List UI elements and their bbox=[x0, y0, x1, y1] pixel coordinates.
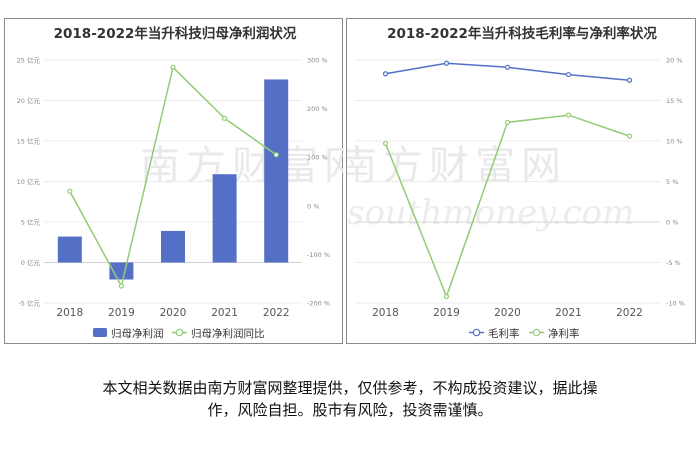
data-point bbox=[443, 60, 450, 66]
y-right-tick-label: 5 % bbox=[666, 178, 678, 186]
y-left-tick-label: 10 亿元 bbox=[17, 177, 41, 186]
data-point bbox=[565, 112, 572, 118]
data-point bbox=[170, 64, 176, 70]
margin-chart-panel: 2018-2022年当升科技毛利率与净利率状况 南方财富网 southmoney… bbox=[346, 18, 696, 344]
y-right-tick-label: -10 % bbox=[666, 300, 685, 308]
data-point bbox=[443, 293, 450, 300]
x-tick-label: 2019 bbox=[433, 307, 460, 319]
data-point bbox=[273, 152, 279, 158]
legend-marker bbox=[472, 328, 481, 337]
net-profit-chart-panel: 2018-2022年当升科技归母净利润状况 南方财富网 -5 亿元 0 亿元 5 亿… bbox=[4, 18, 344, 344]
margin-chart: 2018-2022年当升科技毛利率与净利率状况 南方财富网 southmoney… bbox=[347, 25, 685, 340]
data-point bbox=[118, 283, 125, 289]
legend-label: 归母净利润同比 bbox=[191, 327, 265, 340]
y-right-tick-label: 200 % bbox=[307, 105, 328, 113]
legend-label: 毛利率 bbox=[488, 327, 520, 340]
data-point bbox=[382, 140, 389, 147]
legend-marker bbox=[175, 328, 184, 337]
y-right-tick-label: 20 % bbox=[666, 57, 683, 65]
y-left-tick-label: 25 亿元 bbox=[17, 56, 41, 65]
watermark-url: southmoney.com bbox=[347, 193, 634, 233]
x-tick-label: 2018 bbox=[372, 307, 399, 319]
net-profit-chart: 2018-2022年当升科技归母净利润状况 南方财富网 -5 亿元 0 亿元 5 亿… bbox=[17, 25, 344, 340]
x-tick-label: 2019 bbox=[108, 307, 135, 319]
bar bbox=[212, 174, 237, 263]
y-right-tick-label: -100 % bbox=[307, 251, 330, 259]
data-point bbox=[382, 71, 389, 77]
data-point bbox=[504, 64, 511, 70]
y-right-tick-label: 0 % bbox=[307, 202, 319, 210]
legend-swatch-bar bbox=[93, 328, 107, 337]
x-tick-label: 2022 bbox=[616, 307, 643, 319]
x-tick-label: 2018 bbox=[56, 307, 83, 319]
y-left-tick-label: -5 亿元 bbox=[18, 299, 40, 308]
data-point bbox=[626, 133, 633, 139]
x-tick-label: 2022 bbox=[263, 307, 290, 319]
x-tick-label: 2020 bbox=[494, 307, 521, 319]
x-tick-label: 2021 bbox=[211, 307, 238, 319]
y-right-tick-label: 100 % bbox=[307, 154, 328, 162]
y-left-tick-label: 20 亿元 bbox=[17, 96, 41, 105]
bar bbox=[161, 230, 185, 263]
watermark-text: 南方财富网 bbox=[140, 143, 344, 189]
y-right-tick-label: -5 % bbox=[666, 259, 681, 267]
watermark-text: 南方财富网 bbox=[347, 143, 567, 189]
y-left-tick-label: 0 亿元 bbox=[21, 258, 41, 267]
y-right-tick-label: 300 % bbox=[307, 57, 328, 65]
data-point bbox=[504, 119, 511, 125]
disclaimer-line: 作，风险自担。股市有风险，投资需谨慎。 bbox=[207, 401, 493, 419]
disclaimer: 本文相关数据由南方财富网整理提供，仅供参考，不构成投资建议，据此操 作，风险自担… bbox=[0, 377, 700, 421]
y-right-tick-label: 10 % bbox=[666, 138, 683, 146]
bar bbox=[57, 236, 82, 263]
y-left-tick-label: 15 亿元 bbox=[17, 137, 41, 146]
data-point bbox=[67, 188, 73, 194]
data-point bbox=[626, 77, 633, 83]
y-right-tick-label: 0 % bbox=[666, 219, 678, 227]
legend-label: 归母净利润 bbox=[111, 327, 164, 340]
y-right-tick-label: 15 % bbox=[666, 97, 683, 105]
x-tick-label: 2021 bbox=[555, 307, 582, 319]
chart-title: 2018-2022年当升科技毛利率与净利率状况 bbox=[387, 25, 657, 42]
y-left-tick-label: 5 亿元 bbox=[21, 218, 41, 227]
x-tick-label: 2020 bbox=[160, 307, 187, 319]
chart-title: 2018-2022年当升科技归母净利润状况 bbox=[54, 25, 297, 42]
data-point bbox=[222, 115, 228, 121]
bar bbox=[264, 79, 289, 263]
legend-marker bbox=[532, 328, 541, 337]
legend-label: 净利率 bbox=[548, 327, 580, 340]
y-right-tick-label: -200 % bbox=[307, 300, 330, 308]
disclaimer-line: 本文相关数据由南方财富网整理提供，仅供参考，不构成投资建议，据此操 bbox=[102, 379, 598, 397]
data-point bbox=[565, 71, 572, 78]
